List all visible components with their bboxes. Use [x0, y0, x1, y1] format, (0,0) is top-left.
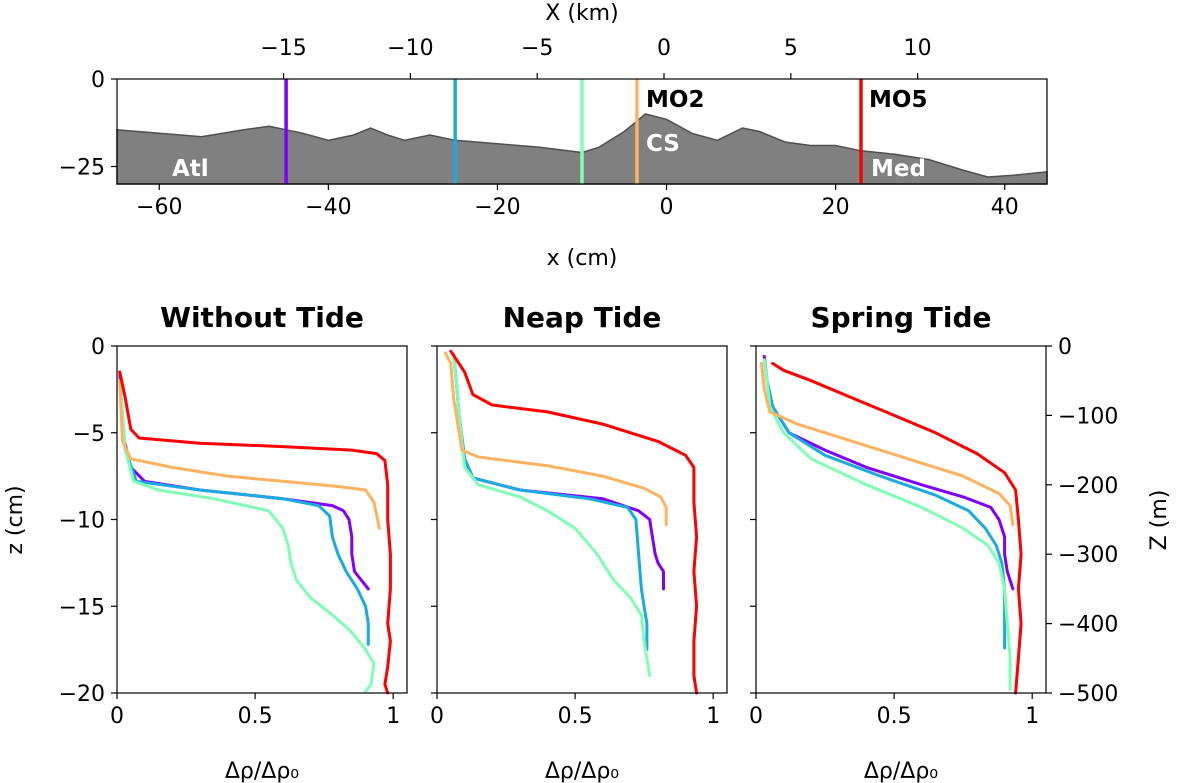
profile-series-4 — [118, 370, 392, 695]
topo-y-tick-label: 0 — [91, 68, 105, 93]
panel-title-neap-tide: Neap Tide — [503, 301, 662, 334]
topo-y-tick-label: −25 — [59, 156, 105, 181]
profile-series-3 — [760, 361, 1015, 527]
profile-series-0 — [452, 353, 665, 591]
topography-fill — [116, 113, 1048, 185]
profile-series-3 — [443, 351, 668, 527]
panel-title-without-tide: Without Tide — [160, 301, 364, 334]
y-tick-label: −20 — [59, 682, 105, 707]
bottom-tick-label: 0 — [660, 195, 674, 220]
y-tick-label: −5 — [73, 422, 105, 447]
profile-series-1 — [762, 358, 1007, 650]
y2-tick-label: −300 — [1058, 543, 1118, 568]
bottom-tick-label: −20 — [474, 195, 520, 220]
topography-frame — [116, 78, 1048, 185]
y2-tick-label: 0 — [1058, 335, 1072, 360]
bottom-tick-label: −60 — [136, 195, 182, 220]
panel-title-spring-tide: Spring Tide — [810, 301, 991, 334]
x-tick-label: 0.5 — [238, 704, 273, 729]
y2-tick-label: −500 — [1058, 682, 1118, 707]
cs-label: CS — [646, 131, 680, 157]
x-tick-label: 1 — [1025, 704, 1039, 729]
profile-series-1 — [118, 379, 370, 646]
y-tick-label: 0 — [91, 335, 105, 360]
top-tick-label: 0 — [657, 36, 671, 61]
y2-tick-label: −400 — [1058, 613, 1118, 638]
bottom-axis-label: x (cm) — [547, 246, 618, 271]
top-tick-label: −10 — [387, 36, 433, 61]
ylabel-z-m: Z (m) — [1147, 490, 1172, 551]
top-axis-label: X (km) — [545, 1, 618, 26]
bottom-tick-label: −40 — [305, 195, 351, 220]
profile-series-0 — [762, 354, 1015, 591]
panel-frame — [755, 345, 1047, 694]
bottom-x-axis: −60 −40 −20 0 20 40 — [136, 184, 1019, 220]
x-tick-label: 0 — [110, 704, 124, 729]
xlabel-spring-tide: Δρ/Δρ₀ — [864, 759, 938, 783]
top-x-axis: −15 −10 −5 0 5 10 — [260, 36, 932, 79]
top-tick-label: −5 — [521, 36, 553, 61]
mo5-label: MO5 — [869, 87, 927, 113]
mo2-label: MO2 — [646, 87, 704, 113]
profile-series-3 — [118, 379, 381, 530]
x-tick-label: 1 — [386, 704, 400, 729]
panel-frame — [116, 345, 408, 694]
x-tick-label: 0.5 — [558, 704, 593, 729]
x-tick-label: 0.5 — [877, 704, 912, 729]
med-label: Med — [871, 156, 926, 182]
panel-neap-tide: Neap Tide Δρ/Δρ₀ 0 0.5 1 — [430, 301, 728, 783]
panel-spring-tide: Spring Tide Δρ/Δρ₀ Z (m) 0 0.5 1 0 −100 −200 −… — [749, 301, 1172, 783]
xlabel-neap-tide: Δρ/Δρ₀ — [545, 759, 619, 783]
top-tick-label: 5 — [784, 36, 798, 61]
profile-series-4 — [449, 349, 699, 695]
profile-series-2 — [762, 358, 1012, 691]
ylabel-z-cm: z (cm) — [3, 485, 28, 554]
x-tick-label: 0 — [430, 704, 444, 729]
atl-label: Atl — [172, 156, 209, 182]
top-tick-label: 10 — [904, 36, 932, 61]
y2-tick-label: −200 — [1058, 474, 1118, 499]
y2-tick-label: −100 — [1058, 404, 1118, 429]
y-tick-label: −10 — [59, 509, 105, 534]
profile-series-4 — [771, 361, 1023, 695]
top-tick-label: −15 — [260, 36, 306, 61]
x-tick-label: 1 — [706, 704, 720, 729]
bottom-tick-label: 40 — [991, 195, 1019, 220]
y-tick-label: −15 — [59, 595, 105, 620]
profile-series-2 — [118, 379, 376, 693]
bottom-tick-label: 20 — [822, 195, 850, 220]
xlabel-without-tide: Δρ/Δρ₀ — [225, 759, 299, 783]
x-tick-label: 0 — [749, 704, 763, 729]
panel-without-tide: Without Tide Δρ/Δρ₀ z (cm) 0 0.5 1 0 −5 −10 −1… — [3, 301, 408, 783]
profile-series-0 — [118, 370, 370, 591]
topography-y-axis: 0 −25 — [59, 68, 117, 181]
topography-panel: −15 −10 −5 0 5 10 −60 −40 −20 0 20 40 0−25 X (km) … — [59, 1, 1048, 271]
station-lines — [284, 79, 863, 184]
profile-series-2 — [452, 354, 652, 678]
